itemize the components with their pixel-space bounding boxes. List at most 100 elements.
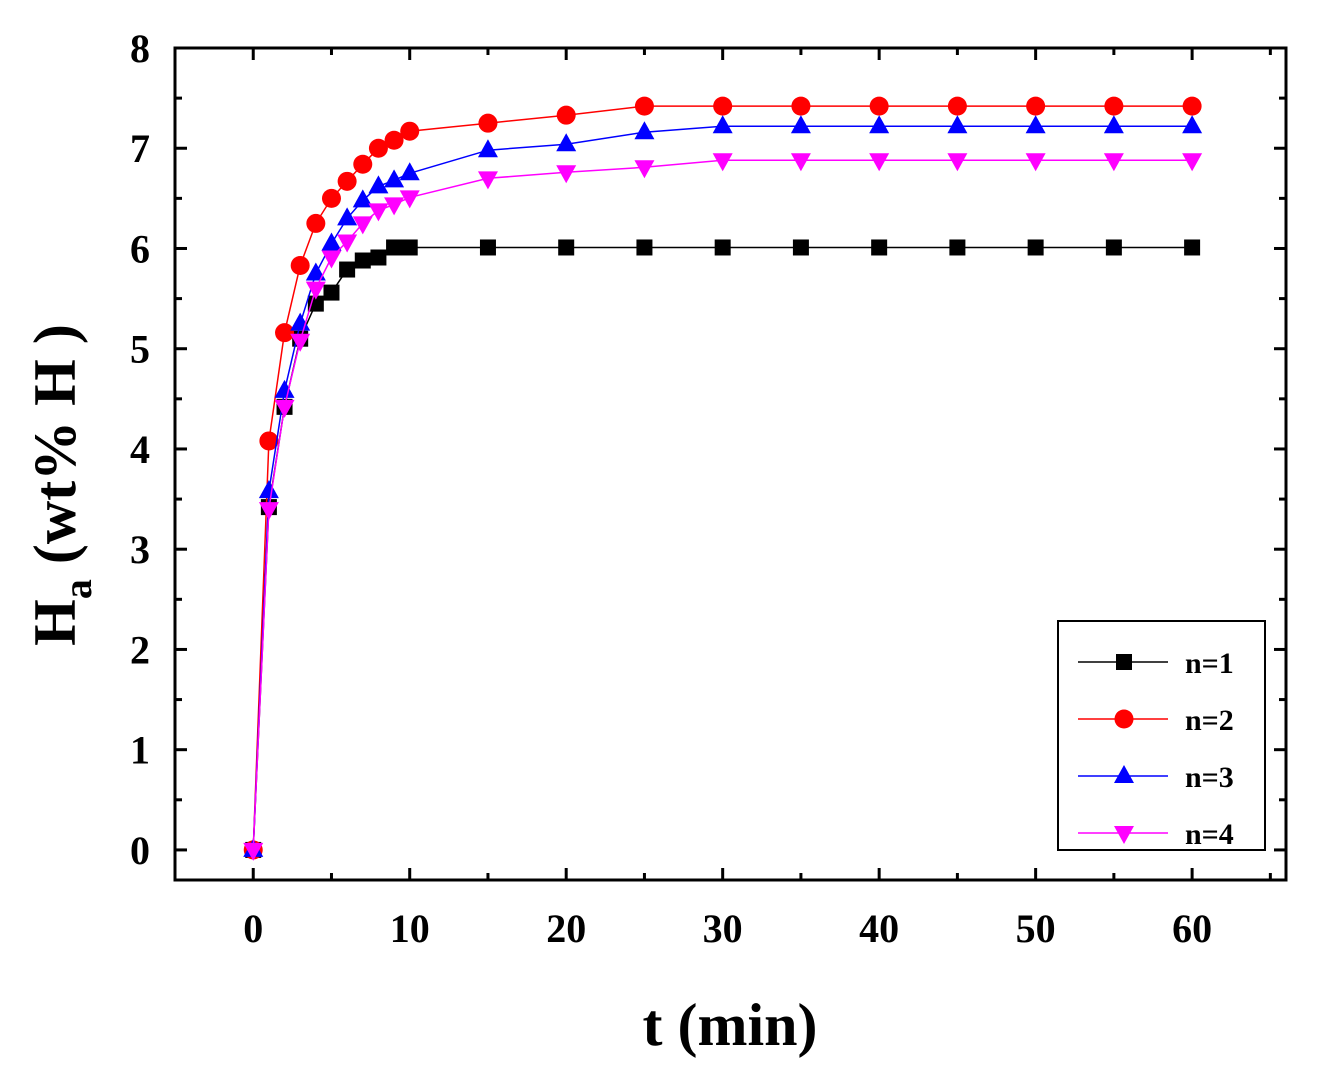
legend-label: n=3: [1185, 761, 1234, 794]
data-point: [558, 239, 575, 256]
data-point: [339, 261, 356, 278]
data-point: [479, 239, 496, 256]
data-point: [305, 281, 326, 300]
axes-layer: 0 10 20 30 40 50 60 0 1 2 3 4 5 6 7 8: [130, 26, 1288, 951]
data-point: [1182, 115, 1203, 134]
data-point: [384, 197, 405, 216]
data-point: [871, 239, 888, 256]
data-point: [321, 232, 342, 251]
data-point: [290, 256, 310, 276]
data-point: [370, 249, 387, 266]
data-point: [352, 216, 373, 235]
data-point: [337, 207, 358, 226]
x-tick-label: 50: [1016, 906, 1056, 951]
data-point: [634, 160, 655, 179]
series-1: [245, 239, 1201, 858]
legend-entry: n=3: [1078, 761, 1234, 794]
data-point: [384, 130, 404, 150]
x-tick-label: 40: [859, 906, 899, 951]
legend-entry: n=4: [1078, 818, 1234, 851]
plot-frame: [173, 46, 1288, 882]
data-point: [1027, 239, 1044, 256]
legend-marker: [1114, 765, 1134, 783]
data-point: [477, 139, 498, 158]
data-point: [712, 153, 733, 172]
data-point: [869, 153, 890, 172]
data-point: [399, 190, 420, 209]
data-point: [947, 115, 968, 134]
y-tick-label: 5: [130, 327, 150, 372]
data-point: [323, 284, 340, 301]
series-line: [252, 246, 1193, 850]
data-point: [337, 234, 358, 253]
y-axis-title: Ha (wt% H ): [22, 324, 100, 646]
legend-label: n=4: [1185, 818, 1234, 851]
data-point: [1182, 96, 1202, 116]
series-line: [252, 159, 1193, 850]
data-point: [714, 239, 731, 256]
y-tick-label: 4: [130, 427, 150, 472]
legend-label: n=2: [1185, 704, 1234, 737]
data-point: [791, 96, 811, 116]
data-point: [321, 250, 342, 269]
data-point: [1105, 239, 1122, 256]
data-point: [947, 96, 967, 116]
data-point: [792, 239, 809, 256]
data-point: [1104, 96, 1124, 116]
data-point: [556, 133, 577, 152]
data-point: [1184, 239, 1201, 256]
data-point: [400, 121, 420, 141]
data-point: [1025, 153, 1046, 172]
data-point: [305, 262, 326, 281]
legend-entry: n=2: [1078, 704, 1234, 737]
data-layer: [243, 96, 1203, 861]
legend-box: [1057, 620, 1266, 851]
data-point: [386, 239, 403, 256]
data-point: [258, 480, 279, 499]
legend-marker: [1116, 654, 1132, 670]
data-point: [478, 113, 498, 133]
y-tick-label: 8: [130, 26, 150, 71]
data-point: [1026, 96, 1046, 116]
x-tick-label: 20: [546, 906, 586, 951]
x-tick-label: 0: [243, 906, 263, 951]
legend: n=1 n=2 n=3 n=4: [1057, 620, 1266, 851]
data-point: [712, 115, 733, 134]
data-point: [1103, 115, 1124, 134]
data-point: [368, 175, 389, 194]
data-point: [274, 379, 295, 398]
y-tick-label: 2: [130, 627, 150, 672]
legend-marker: [1114, 709, 1134, 729]
data-point: [1025, 115, 1046, 134]
data-point: [353, 154, 373, 174]
data-point: [1103, 153, 1124, 172]
series-line: [252, 125, 1193, 850]
y-axis-title-rest: (wt% H ): [22, 324, 88, 579]
data-point: [790, 115, 811, 134]
y-axis-title-main: H: [22, 599, 88, 646]
data-point: [713, 96, 733, 116]
y-tick-label: 6: [130, 226, 150, 271]
y-tick-label: 0: [130, 828, 150, 873]
legend-label: n=1: [1185, 647, 1234, 680]
data-point: [258, 502, 279, 521]
data-point: [354, 252, 371, 269]
data-point: [275, 323, 295, 343]
data-point: [401, 239, 418, 256]
data-point: [947, 153, 968, 172]
data-point: [368, 138, 388, 158]
data-point: [1182, 153, 1203, 172]
y-tick-label: 1: [130, 728, 150, 773]
y-axis-title-subscript: a: [55, 579, 100, 599]
x-tick-label: 60: [1172, 906, 1212, 951]
data-point: [399, 162, 420, 181]
data-point: [634, 96, 654, 116]
data-point: [949, 239, 966, 256]
x-tick-label: 30: [703, 906, 743, 951]
data-point: [368, 203, 389, 222]
data-point: [321, 188, 341, 208]
data-point: [556, 105, 576, 125]
x-axis-title: t (min): [643, 992, 818, 1058]
data-point: [290, 333, 311, 352]
x-tick-label: 10: [390, 906, 430, 951]
